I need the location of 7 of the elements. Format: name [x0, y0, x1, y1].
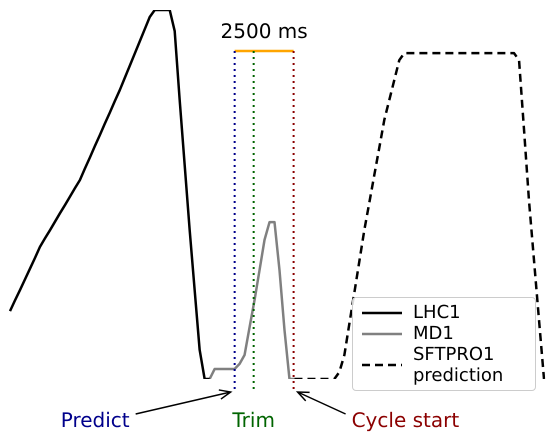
- legend-label: LHC1: [413, 302, 461, 323]
- annotation: 2500 ms: [220, 19, 308, 44]
- text: Trim: [231, 408, 275, 432]
- text: Predict: [60, 408, 130, 432]
- text: Cycle start: [352, 408, 460, 432]
- legend-label: SFTPRO1 prediction: [413, 344, 504, 386]
- legend-label: MD1: [413, 323, 454, 344]
